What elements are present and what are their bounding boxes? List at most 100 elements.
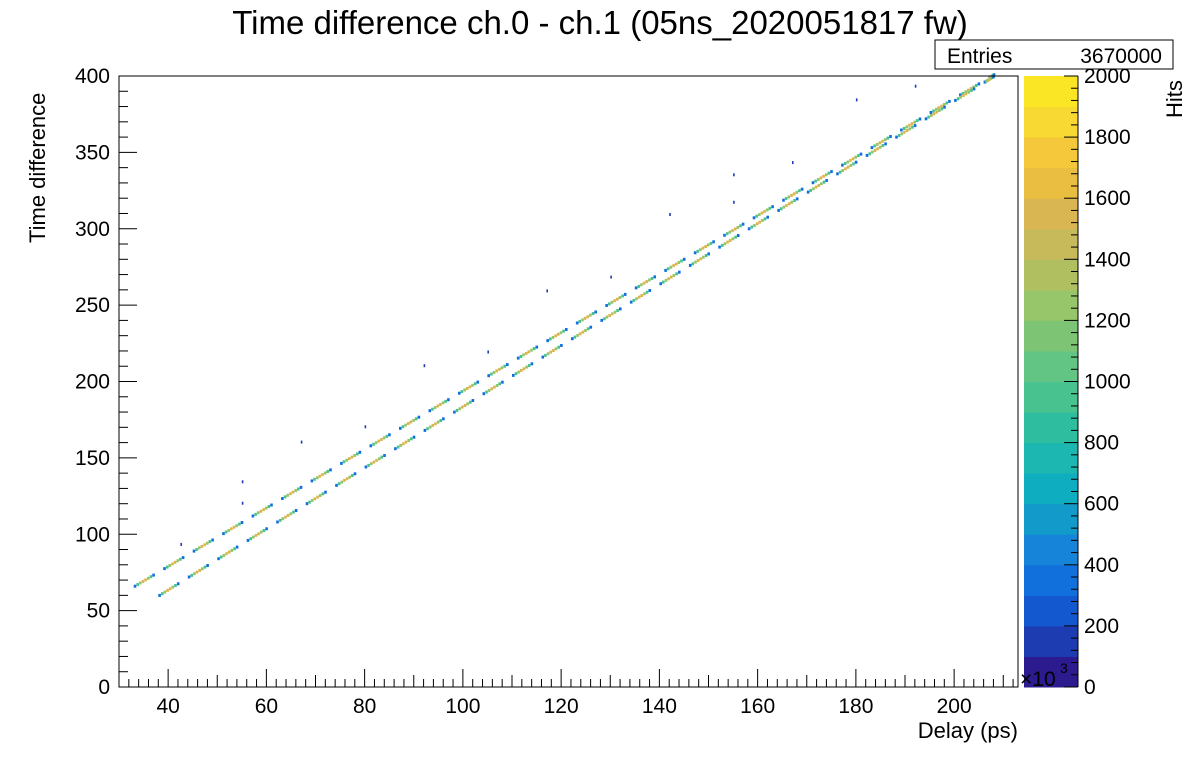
heatmap-cell [750,225,754,229]
heatmap-cell [619,307,622,311]
heatmap-cell [902,127,906,130]
heatmap-cell [439,419,443,422]
color-scale-tick-label: 600 [1084,493,1119,516]
heatmap-cell [530,362,534,366]
heatmap-cell [516,356,520,360]
heatmap-cell [583,316,587,320]
heatmap-cell [211,538,214,542]
heatmap-cell [144,578,147,582]
heatmap-cell [881,144,885,147]
heatmap-cell [792,192,796,196]
heatmap-cell [576,333,579,337]
heatmap-cell [348,475,351,479]
heatmap-cell [637,284,641,288]
heatmap-cell [262,508,265,512]
heatmap-outlier-cell [546,289,548,293]
heatmap-cell [468,385,472,389]
heatmap-cell [819,176,823,180]
heatmap-outlier-cell [610,275,612,279]
heatmap-cell [812,187,815,191]
heatmap-cell [512,373,515,377]
heatmap-cell [972,85,975,89]
heatmap-outlier-cell [855,98,858,102]
heatmap-outlier-cell [914,84,917,88]
heatmap-cell [857,154,860,158]
heatmap-cell [707,252,710,256]
heatmap-cell [174,584,177,587]
x-axis-label: Delay (ps) [918,718,1018,743]
y-axis: 0 50 100 150 200 250 300 350 400 [75,65,137,699]
heatmap-cell [795,190,799,194]
color-scale-tick-label: 1200 [1084,309,1131,332]
heatmap-cell [465,387,469,390]
heatmap-cell [696,259,700,262]
heatmap-cell [870,146,874,150]
heatmap-cell [463,404,467,407]
stats-box-frame [934,39,1174,70]
heatmap-cell [731,237,735,241]
heatmap-cell [594,310,597,314]
heatmap-cell [964,90,967,94]
heatmap-cell [414,417,418,421]
heatmap-cell [428,409,432,413]
heatmap-cell [522,353,525,357]
heatmap-cell [967,88,970,92]
heatmap-cell [800,187,804,191]
heatmap-cell [875,142,879,146]
color-scale: 0 200 400 600 800 1000 1200 1400 1600 1800 2000 [1024,65,1131,699]
heatmap-cell [822,180,826,184]
heatmap-cell [854,155,857,159]
heatmap-cell [490,372,493,376]
heatmap-cell [311,498,314,502]
color-scale-multiplier-base: ×10 [1020,668,1056,691]
heatmap-cell [688,263,692,267]
color-scale-band [1024,656,1078,688]
heatmap-cell [672,264,675,268]
heatmap-cell [541,355,545,359]
heatmap-cell [439,402,442,406]
heatmap-cell [560,344,563,347]
heatmap-cell [884,142,887,146]
heatmap-cell [364,465,368,469]
heatmap-cell [426,427,429,431]
heatmap-cell [611,312,614,316]
heatmap-cell [222,532,225,536]
heatmap-cell [195,548,198,551]
y-axis-label: Time difference [25,93,50,243]
heatmap-cell [667,277,670,281]
heatmap-cell [190,573,193,577]
heatmap-cell [859,152,863,156]
color-scale-band [1024,259,1078,291]
heatmap-cell [466,402,469,406]
heatmap-cell [623,292,627,296]
heatmap-cell [404,423,407,427]
heatmap-outlier-cell [241,480,244,484]
heatmap-cell [377,439,381,443]
heatmap-cell [514,372,518,376]
heatmap-cell [846,160,850,164]
heatmap-outlier-cell [423,364,426,368]
heatmap-cell [865,153,869,157]
heatmap-cell [201,567,204,571]
heatmap-cell [487,388,491,392]
heatmap-cell [402,442,405,446]
heatmap-cell [149,575,153,579]
heatmap-cell [471,399,475,402]
heatmap-cell [895,135,898,139]
heatmap-cell [873,144,876,148]
heatmap-cells [133,73,996,597]
heatmap-cell [616,297,619,301]
heatmap-cell [340,480,344,484]
heatmap-cell [761,219,764,222]
heatmap-cell [193,572,196,576]
y-tick-label: 350 [75,141,110,164]
heatmap-cell [260,530,263,534]
color-scale-band [1024,625,1078,657]
color-scale-band [1024,442,1078,474]
heatmap-cell [779,207,783,211]
heatmap-cell [501,380,504,384]
heatmap-cell [876,147,879,151]
heatmap-cell [519,355,523,358]
heatmap-cell [571,337,574,341]
heatmap-cell [305,502,309,506]
